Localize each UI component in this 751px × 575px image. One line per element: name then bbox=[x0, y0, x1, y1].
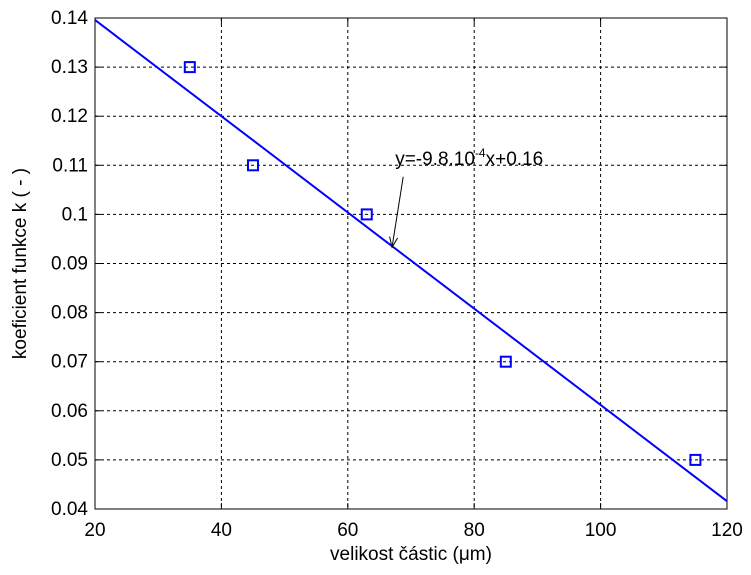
y-tick-label: 0.11 bbox=[52, 155, 88, 176]
tick-layer: 20 40 60 80 100 120 0.04 0.05 0.06 0.07 0.08 0.09 0.… bbox=[51, 8, 743, 541]
x-tick-label: 80 bbox=[464, 520, 485, 541]
x-tick-label: 20 bbox=[84, 520, 105, 541]
fit-line bbox=[94, 19, 728, 502]
y-tick-label: 0.1 bbox=[62, 204, 88, 225]
x-tick-label: 40 bbox=[211, 520, 232, 541]
annotation-text-base: y=-9.8.10 bbox=[395, 149, 475, 170]
annotation-text: y=-9.8.10-4x+0.16 bbox=[395, 146, 543, 170]
annotation-layer: y=-9.8.10-4x+0.16 bbox=[389, 146, 543, 249]
data-point-marker bbox=[247, 159, 259, 172]
y-tick-label: 0.05 bbox=[51, 450, 88, 471]
x-tick-label: 100 bbox=[585, 520, 617, 541]
y-tick-label: 0.04 bbox=[51, 499, 88, 520]
x-tick-label: 120 bbox=[711, 520, 743, 541]
y-tick-label: 0.08 bbox=[51, 303, 88, 324]
annotation-arrow-head bbox=[389, 236, 399, 249]
annotation-text-exponent: -4 bbox=[475, 146, 486, 160]
x-tick-label: 60 bbox=[337, 520, 358, 541]
series-layer bbox=[94, 19, 728, 502]
y-tick-label: 0.09 bbox=[51, 254, 88, 275]
x-axis-label: velikost částic (μm) bbox=[330, 544, 492, 565]
data-point-marker bbox=[689, 453, 702, 466]
y-tick-label: 0.14 bbox=[51, 8, 88, 29]
data-point-marker bbox=[183, 61, 196, 74]
data-point-marker bbox=[499, 355, 512, 368]
annotation-arrow-shaft bbox=[391, 176, 404, 248]
data-point-marker bbox=[360, 208, 373, 221]
y-tick-label: 0.12 bbox=[51, 106, 88, 127]
y-tick-label: 0.13 bbox=[51, 57, 88, 78]
y-tick-label: 0.07 bbox=[51, 352, 88, 373]
y-tick-label: 0.06 bbox=[51, 401, 88, 422]
annotation-text-tail: x+0.16 bbox=[486, 149, 544, 170]
y-axis-label: koeficient funkce k ( - ) bbox=[10, 168, 31, 359]
grid-layer bbox=[95, 18, 727, 509]
